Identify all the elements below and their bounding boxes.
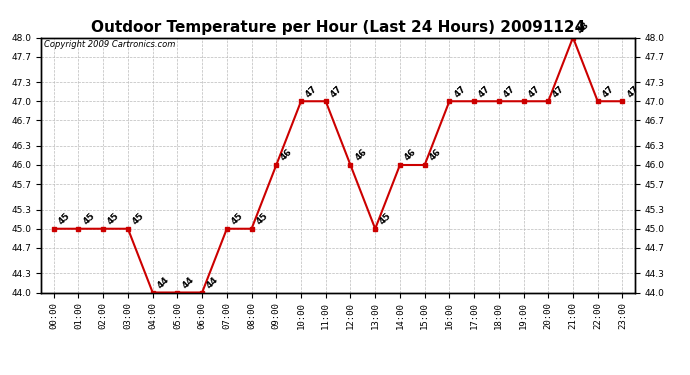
Text: 47: 47 <box>452 84 468 99</box>
Title: Outdoor Temperature per Hour (Last 24 Hours) 20091124: Outdoor Temperature per Hour (Last 24 Ho… <box>91 20 585 35</box>
Text: 47: 47 <box>502 84 517 99</box>
Text: 46: 46 <box>279 147 295 163</box>
Text: 45: 45 <box>230 211 245 226</box>
Text: 45: 45 <box>106 211 121 226</box>
Text: 47: 47 <box>477 84 492 99</box>
Text: 47: 47 <box>328 84 344 99</box>
Text: 48: 48 <box>575 20 591 35</box>
Text: 45: 45 <box>130 211 146 226</box>
Text: 46: 46 <box>427 147 443 163</box>
Text: 45: 45 <box>255 211 270 226</box>
Text: 47: 47 <box>551 84 566 99</box>
Text: 45: 45 <box>81 211 97 226</box>
Text: 45: 45 <box>378 211 393 226</box>
Text: 47: 47 <box>625 84 640 99</box>
Text: 44: 44 <box>155 275 171 290</box>
Text: 46: 46 <box>353 147 368 163</box>
Text: Copyright 2009 Cartronics.com: Copyright 2009 Cartronics.com <box>44 40 176 49</box>
Text: 47: 47 <box>526 84 542 99</box>
Text: 47: 47 <box>600 84 616 99</box>
Text: 44: 44 <box>205 275 220 290</box>
Text: 44: 44 <box>180 275 195 290</box>
Text: 46: 46 <box>403 147 418 163</box>
Text: 45: 45 <box>57 211 72 226</box>
Text: 47: 47 <box>304 84 319 99</box>
